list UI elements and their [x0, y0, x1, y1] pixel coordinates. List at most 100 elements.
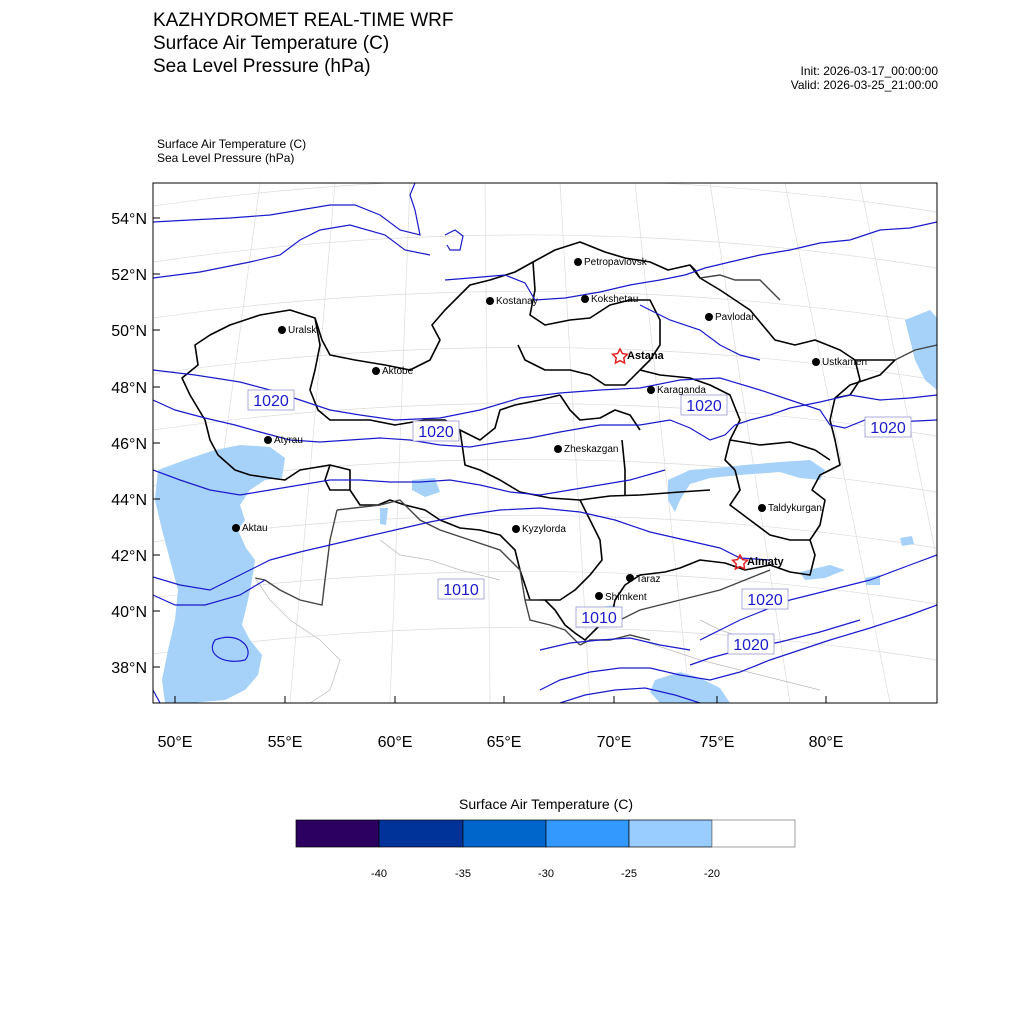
isobar-labels: 1020 1020 1020 1020 1010 1010 1020 1020	[247, 389, 912, 655]
isobar-label: 1020	[727, 633, 775, 655]
graticule	[153, 183, 937, 703]
isobar-label: 1020	[680, 394, 728, 416]
lat-tick-label: 44°N	[111, 492, 147, 509]
isobar-label-text: 1010	[443, 582, 479, 599]
city-pavlodar: Pavlodar	[705, 312, 755, 323]
city-astana: Astana	[611, 347, 665, 365]
isobar-label-text: 1020	[253, 393, 289, 410]
city-label: Taldykurgan	[768, 503, 822, 514]
lon-tick-label: 50°E	[158, 734, 193, 751]
lat-tick-label: 54°N	[111, 211, 147, 228]
city-kokshetau: Kokshetau	[581, 294, 638, 305]
city-markers: Petropavlovsk Kostanay Kokshetau Pavloda…	[232, 257, 867, 603]
city-label: Almaty	[747, 556, 785, 568]
colorbar-swatch	[295, 819, 380, 848]
city-uralsk: Uralsk	[278, 325, 317, 336]
city-label: Zheskazgan	[564, 444, 618, 455]
city-kostanay: Kostanay	[486, 296, 538, 307]
city-karaganda: Karaganda	[647, 385, 706, 396]
title-line-3: Sea Level Pressure (hPa)	[153, 56, 371, 77]
isobar-label-text: 1020	[870, 420, 906, 437]
city-label: Astana	[627, 350, 665, 362]
city-aktobe: Aktobe	[372, 366, 414, 377]
city-ustkamen: Ustkamen	[812, 357, 867, 368]
lat-tick-label: 40°N	[111, 604, 147, 621]
lon-tick-label: 55°E	[268, 734, 303, 751]
colorbar-tick-label: -35	[455, 868, 471, 880]
lon-tick-label: 75°E	[700, 734, 735, 751]
city-label: Aktau	[242, 523, 268, 534]
colorbar-swatch	[711, 819, 796, 848]
city-label: Ustkamen	[822, 357, 867, 368]
colorbar-swatch	[378, 819, 464, 848]
country-borders	[254, 274, 937, 646]
colorbar-tick-label: -40	[371, 868, 387, 880]
city-label: Karaganda	[657, 385, 706, 396]
colorbar-swatch	[628, 819, 713, 848]
city-label: Shimkent	[605, 592, 647, 603]
colorbar-swatch	[462, 819, 547, 848]
city-label: Aktobe	[382, 366, 414, 377]
colorbar-swatches	[295, 819, 796, 848]
isobar-label-text: 1020	[418, 424, 454, 441]
city-taldykurgan: Taldykurgan	[758, 503, 822, 514]
city-taraz: Taraz	[626, 574, 660, 585]
map-figure: 1020 1020 1020 1020 1010 1010 1020 1020 …	[111, 182, 938, 751]
lat-tick-label: 52°N	[111, 267, 147, 284]
title-line-2: Surface Air Temperature (C)	[153, 33, 390, 54]
run-info: Init: 2026-03-17_00:00:00 Valid: 2026-03…	[791, 64, 938, 92]
city-label: Atyrau	[274, 435, 303, 446]
colorbar-title: Surface Air Temperature (C)	[458, 796, 634, 812]
city-kyzylorda: Kyzylorda	[512, 524, 566, 535]
isobar-label: 1020	[741, 588, 789, 610]
city-label: Kostanay	[496, 296, 538, 307]
lat-tick-label: 48°N	[111, 380, 147, 397]
lon-tick-label: 80°E	[809, 734, 844, 751]
city-label: Taraz	[636, 574, 660, 585]
isobar-label: 1020	[247, 389, 295, 411]
city-aktau: Aktau	[232, 523, 268, 534]
isobar-label-text: 1020	[733, 637, 769, 654]
lat-tick-label: 46°N	[111, 436, 147, 453]
colorbar-swatch	[545, 819, 630, 848]
lon-tick-label: 70°E	[597, 734, 632, 751]
city-label: Uralsk	[288, 325, 317, 336]
city-zheskazgan: Zheskazgan	[554, 444, 618, 455]
city-label: Kyzylorda	[522, 524, 566, 535]
star-icon	[611, 347, 629, 365]
title-line-1: KAZHYDROMET REAL-TIME WRF	[153, 10, 454, 31]
lat-tick-label: 42°N	[111, 548, 147, 565]
colorbar-tick-label: -30	[538, 868, 554, 880]
isobar-label-text: 1020	[747, 592, 783, 609]
valid-time: Valid: 2026-03-25_21:00:00	[790, 78, 938, 92]
map-plot-area: 1020 1020 1020 1020 1010 1010 1020 1020 …	[153, 183, 937, 703]
city-atyrau: Atyrau	[264, 435, 303, 446]
field-label-slp: Sea Level Pressure (hPa)	[157, 151, 295, 165]
city-label: Kokshetau	[591, 294, 638, 305]
isobar-label: 1010	[437, 578, 485, 600]
city-almaty: Almaty	[731, 553, 785, 571]
isobar-label: 1020	[864, 416, 912, 438]
isobar-label-text: 1020	[686, 398, 722, 415]
colorbar-tick-label: -25	[621, 868, 637, 880]
title-block: KAZHYDROMET REAL-TIME WRF Surface Air Te…	[153, 9, 454, 78]
colorbar-tick-label: -20	[704, 868, 720, 880]
field-label-temp: Surface Air Temperature (C)	[157, 137, 307, 151]
lat-labels: 54°N 52°N 50°N 48°N 46°N 44°N 42°N 40°N …	[111, 211, 147, 677]
city-petropavlovsk: Petropavlovsk	[574, 257, 648, 268]
star-icon	[731, 553, 749, 571]
isobar-label: 1010	[575, 606, 623, 628]
city-label: Pavlodar	[715, 312, 755, 323]
field-labels: Surface Air Temperature (C) Sea Level Pr…	[157, 137, 306, 165]
init-time: Init: 2026-03-17_00:00:00	[800, 64, 938, 78]
isobars	[153, 183, 937, 703]
lat-tick-label: 50°N	[111, 323, 147, 340]
isobar-label: 1020	[412, 420, 460, 442]
city-shimkent: Shimkent	[595, 592, 647, 603]
axis-ticks	[153, 217, 827, 703]
lon-tick-label: 65°E	[487, 734, 522, 751]
isobar-label-text: 1010	[581, 610, 617, 627]
city-label: Petropavlovsk	[584, 257, 648, 268]
lon-labels: 50°E 55°E 60°E 65°E 70°E 75°E 80°E	[158, 734, 844, 751]
lon-tick-label: 60°E	[378, 734, 413, 751]
